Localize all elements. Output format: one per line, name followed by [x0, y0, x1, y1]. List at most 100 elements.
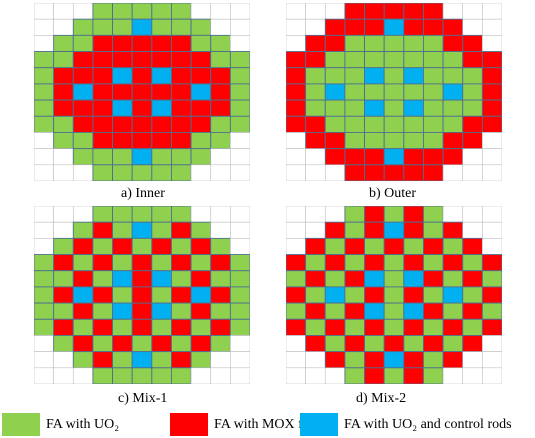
fa-mox-cell [422, 148, 444, 166]
fa-uo2-cell [170, 3, 192, 20]
fa-mox-cell [210, 99, 231, 117]
empty-cell [53, 164, 74, 181]
fa-uo2-cell [190, 221, 212, 239]
fa-mox-cell [305, 115, 326, 133]
fa-mox-cell [324, 34, 346, 52]
fa-control-rod-cell [324, 83, 346, 101]
fa-uo2-cell [462, 318, 483, 336]
empty-cell [230, 132, 250, 149]
empty-cell [53, 18, 74, 36]
fa-uo2-cell [170, 206, 192, 223]
fa-uo2-cell [151, 367, 172, 384]
fa-uo2-cell [72, 351, 94, 369]
fa-uo2-cell [403, 334, 424, 353]
fa-mox-cell [403, 206, 424, 223]
fa-uo2-cell [383, 270, 405, 288]
fa-uo2-cell [229, 302, 250, 320]
core-map-outer [286, 3, 502, 181]
fa-uo2-cell [462, 99, 483, 117]
fa-mox-cell [286, 67, 307, 85]
empty-cell [305, 367, 326, 384]
fa-uo2-cell [34, 115, 55, 133]
fa-mox-cell [151, 115, 172, 133]
fa-mox-cell [442, 254, 464, 272]
core-map-mix-2 [286, 206, 502, 384]
fa-uo2-cell [422, 34, 444, 52]
fa-mox-cell [462, 334, 483, 353]
fa-mox-cell [403, 221, 424, 239]
fa-uo2-cell [92, 206, 113, 223]
fa-mox-cell [305, 270, 326, 288]
empty-cell [53, 148, 74, 166]
fa-mox-cell [286, 318, 307, 336]
fa-mox-cell [344, 237, 365, 255]
fa-mox-cell [72, 99, 94, 117]
fa-uo2-cell [190, 131, 212, 150]
fa-control-rod-cell [131, 148, 153, 166]
fa-uo2-cell [190, 254, 212, 272]
legend-label-rod: FA with UO₂ and control rods [344, 417, 512, 432]
fa-uo2-cell [442, 115, 464, 133]
legend-label-uo2: FA with UO₂ [46, 417, 120, 432]
fa-mox-cell [422, 270, 444, 288]
empty-cell [230, 3, 250, 20]
empty-cell [286, 351, 306, 369]
fa-uo2-cell [34, 51, 55, 69]
panel-inner: a) Inner [34, 3, 250, 201]
fa-uo2-cell [422, 115, 444, 133]
fa-mox-cell [112, 237, 133, 255]
fa-control-rod-cell [131, 221, 153, 239]
fa-uo2-cell [403, 237, 424, 255]
fa-mox-cell [344, 334, 365, 353]
empty-cell [482, 221, 502, 239]
fa-mox-cell [305, 334, 326, 353]
fa-uo2-cell [442, 334, 464, 353]
fa-mox-cell [170, 254, 192, 272]
fa-mox-cell [170, 83, 192, 101]
fa-uo2-cell [324, 115, 346, 133]
empty-cell [482, 132, 502, 149]
fa-mox-cell [131, 302, 153, 320]
fa-mox-cell [462, 237, 483, 255]
fa-mox-cell [364, 318, 385, 336]
fa-mox-cell [403, 286, 424, 304]
fa-uo2-cell [324, 51, 346, 69]
fa-mox-cell [131, 34, 153, 52]
fa-uo2-cell [229, 286, 250, 304]
fa-uo2-cell [344, 286, 365, 304]
empty-cell [305, 221, 326, 239]
fa-uo2-cell [53, 270, 74, 288]
fa-uo2-cell [305, 286, 326, 304]
fa-uo2-cell [34, 83, 55, 101]
empty-cell [442, 164, 464, 181]
fa-mox-cell [131, 270, 153, 288]
fa-mox-cell [481, 51, 502, 69]
empty-cell [442, 206, 464, 223]
fa-mox-cell [442, 148, 464, 166]
fa-uo2-cell [229, 115, 250, 133]
fa-mox-cell [72, 334, 94, 353]
fa-control-rod-cell [383, 148, 405, 166]
fa-uo2-cell [92, 270, 113, 288]
fa-mox-cell [210, 318, 231, 336]
empty-cell [190, 164, 212, 181]
fa-uo2-cell [53, 237, 74, 255]
fa-control-rod-cell [442, 286, 464, 304]
fa-control-rod-cell [151, 99, 172, 117]
fa-control-rod-cell [131, 351, 153, 369]
fa-mox-cell [481, 318, 502, 336]
fa-uo2-cell [190, 34, 212, 52]
fa-mox-cell [72, 51, 94, 69]
fa-mox-cell [131, 67, 153, 85]
empty-cell [305, 351, 326, 369]
fa-uo2-cell [324, 270, 346, 288]
fa-mox-cell [324, 318, 346, 336]
fa-uo2-cell [344, 51, 365, 69]
fa-mox-cell [72, 237, 94, 255]
fa-mox-cell [92, 83, 113, 101]
fa-uo2-cell [210, 34, 231, 52]
fa-mox-cell [92, 34, 113, 52]
fa-uo2-cell [286, 270, 307, 288]
empty-cell [442, 3, 464, 20]
fa-mox-cell [403, 164, 424, 181]
